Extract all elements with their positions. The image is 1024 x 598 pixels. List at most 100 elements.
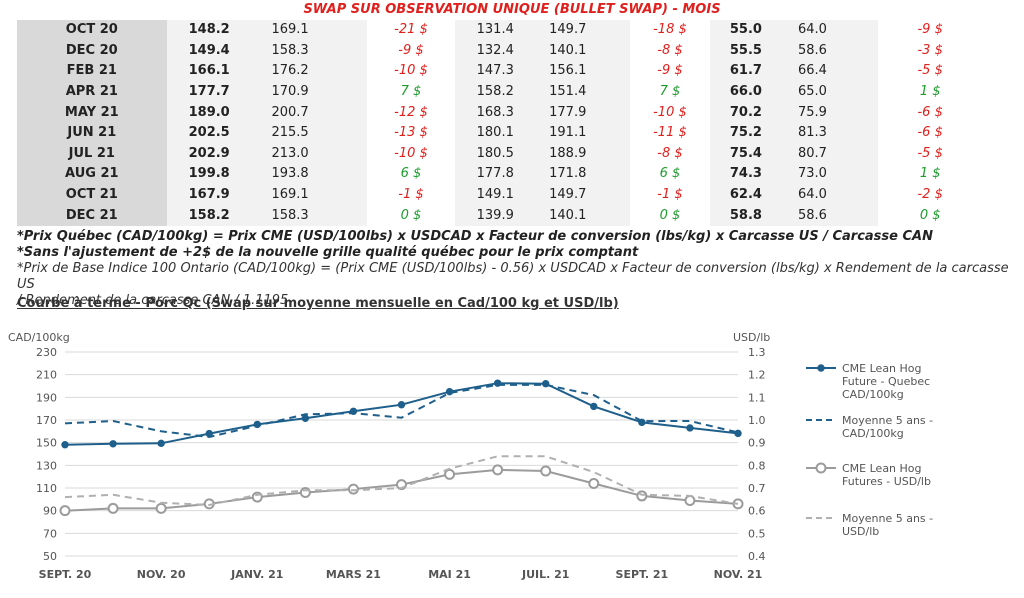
cell-v3: 131.4 — [454, 20, 536, 41]
cell-d3: 1 $ — [919, 84, 941, 100]
cell-d2: 0 $ — [659, 207, 681, 223]
y2-tick-label: 1.3 — [748, 346, 766, 359]
cell-v4: 149.7 — [535, 20, 631, 41]
data-point — [734, 429, 742, 438]
cell-d1: 0 $ — [400, 207, 422, 223]
cell-month: DEC 21 — [17, 205, 167, 226]
cell-v6: 58.6 — [788, 205, 879, 226]
cell-v3: 168.3 — [454, 102, 536, 123]
data-point — [590, 402, 598, 411]
y2-tick-label: 0.6 — [748, 505, 766, 518]
cell-d2: -9 $ — [657, 63, 683, 79]
x-tick-label: MAI 21 — [428, 568, 471, 581]
table-row: DEC 20 149.4 158.3 -9 $ 132.4 140.1 -8 $ 55.5 58… — [17, 40, 982, 62]
cell-v2: 158.3 — [245, 40, 368, 62]
y-tick-label: 230 — [36, 346, 57, 359]
cell-d3: -5 $ — [917, 63, 943, 79]
legend-marker-0 — [817, 364, 825, 372]
cell-v2: 215.5 — [245, 122, 368, 144]
legend-label: CAD/100kg — [842, 388, 904, 401]
y2-tick-label: 0.5 — [748, 527, 766, 540]
cell-month: OCT 21 — [17, 184, 167, 206]
footnote-ajustement: *Sans l'ajustement de +2$ de la nouvelle… — [17, 245, 639, 260]
cell-v5: 70.2 — [709, 102, 788, 123]
table-row: AUG 21 199.8 193.8 6 $ 177.8 171.8 6 $ 74.3 73.0… — [17, 164, 982, 185]
cell-d3: -2 $ — [917, 187, 943, 203]
y2-tick-label: 0.7 — [748, 482, 766, 495]
cell-v1: 199.8 — [166, 164, 246, 185]
cell-v4: 177.9 — [535, 102, 631, 123]
cell-v6: 58.6 — [788, 40, 879, 62]
cell-d2: 7 $ — [659, 84, 681, 100]
cell-v4: 188.9 — [535, 143, 631, 165]
cell-v6: 66.4 — [788, 61, 879, 82]
y2-tick-label: 1.2 — [748, 369, 766, 382]
cell-d1: -1 $ — [398, 187, 424, 203]
x-tick-label: NOV. 21 — [714, 568, 763, 581]
legend-label: CAD/100kg — [842, 427, 904, 440]
cell-v2: 169.1 — [245, 20, 368, 41]
table-row: OCT 20 148.2 169.1 -21 $ 131.4 149.7 -18 $ 55.0… — [17, 20, 982, 41]
cell-v1: 148.2 — [166, 20, 246, 41]
cell-v2: 193.8 — [245, 164, 368, 185]
cell-v2: 170.9 — [245, 81, 368, 103]
x-tick-label: SEPT. 20 — [39, 568, 92, 581]
cell-v5: 55.0 — [709, 20, 788, 41]
cell-month: JUN 21 — [17, 122, 167, 144]
cell-month: DEC 20 — [17, 40, 167, 62]
legend-label: Moyenne 5 ans - — [842, 512, 933, 525]
cell-v5: 61.7 — [709, 61, 788, 82]
legend-label: Futures - USD/lb — [842, 475, 931, 488]
cell-v2: 169.1 — [245, 184, 368, 206]
x-tick-label: JUIL. 21 — [521, 568, 569, 581]
y-tick-label: 50 — [43, 550, 57, 563]
cell-d3: -6 $ — [917, 104, 943, 120]
series-line-1 — [64, 383, 739, 439]
cell-v1: 167.9 — [166, 184, 246, 206]
table-row: FEB 21 166.1 176.2 -10 $ 147.3 156.1 -9 $ 61.7 6… — [17, 61, 982, 82]
y2-tick-label: 1.1 — [748, 391, 766, 404]
data-point — [61, 441, 69, 449]
cell-d2: -8 $ — [657, 145, 683, 161]
data-point — [397, 401, 406, 409]
cell-d1: -13 $ — [394, 125, 428, 141]
chart-title: Courbe à terme - Porc Qc (Swap sur moyen… — [17, 296, 619, 311]
cell-v3: 180.1 — [454, 122, 536, 144]
table-row: MAY 21 189.0 200.7 -12 $ 168.3 177.9 -10 $ 70.2… — [17, 102, 982, 123]
cell-v4: 191.1 — [535, 122, 631, 144]
cell-v3: 177.8 — [454, 164, 536, 185]
cell-month: FEB 21 — [17, 61, 167, 82]
cell-d3: -6 $ — [917, 125, 943, 141]
legend-label: Future - Quebec — [842, 375, 930, 388]
cell-v1: 166.1 — [166, 61, 246, 82]
cell-v3: 149.1 — [454, 184, 536, 206]
footnotes: *Prix Québec (CAD/100kg) = Prix CME (USD… — [17, 229, 1017, 309]
cell-d2: -1 $ — [657, 187, 683, 203]
x-tick-label: JANV. 21 — [230, 568, 283, 581]
table-row: JUL 21 202.9 213.0 -10 $ 180.5 188.9 -8 $ 75.4 8… — [17, 143, 982, 165]
cell-v3: 158.2 — [454, 81, 536, 103]
data-point — [155, 502, 167, 514]
y2-tick-label: 0.8 — [748, 459, 766, 472]
y-tick-label: 70 — [43, 527, 57, 540]
data-point — [347, 483, 359, 495]
cell-v6: 73.0 — [788, 164, 879, 185]
cell-month: OCT 20 — [17, 20, 167, 41]
cell-v3: 147.3 — [454, 61, 536, 82]
y-tick-label: 150 — [36, 437, 57, 450]
cell-d3: -5 $ — [917, 145, 943, 161]
cell-v6: 75.9 — [788, 102, 879, 123]
data-point — [444, 468, 456, 480]
y-tick-label: 110 — [36, 482, 57, 495]
cell-v4: 140.1 — [535, 40, 631, 62]
data-point — [684, 494, 696, 506]
x-tick-label: NOV. 20 — [137, 568, 186, 581]
cell-d1: -9 $ — [398, 42, 424, 58]
cell-v1: 202.9 — [166, 143, 246, 165]
cell-v1: 149.4 — [166, 40, 246, 62]
cell-v5: 55.5 — [709, 40, 788, 62]
cell-d1: -10 $ — [394, 63, 428, 79]
table-title: SWAP SUR OBSERVATION UNIQUE (BULLET SWAP… — [303, 2, 721, 17]
y2-tick-label: 1.0 — [748, 414, 766, 427]
data-point — [588, 477, 600, 489]
